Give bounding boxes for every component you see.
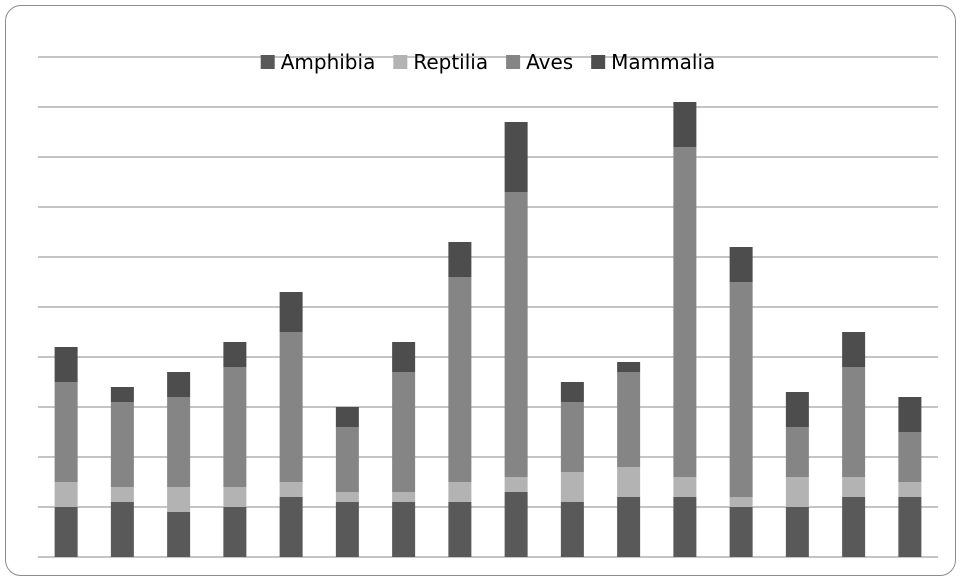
bar-segment-reptilia	[673, 477, 697, 497]
bar-segment-reptilia	[279, 482, 303, 497]
bar-segment-amphibia	[560, 502, 584, 557]
bar-segment-amphibia	[223, 507, 247, 557]
bar-segment-amphibia	[392, 502, 416, 557]
bar-segment-aves	[223, 367, 247, 487]
bar-segment-amphibia	[673, 497, 697, 557]
bar-segment-mammalia	[617, 362, 641, 372]
bar-segment-mammalia	[279, 292, 303, 332]
bar-segment-aves	[167, 397, 191, 487]
bar-segment-aves	[842, 367, 866, 477]
bar-segment-reptilia	[392, 492, 416, 502]
bar-segment-mammalia	[785, 392, 809, 427]
bar-segment-reptilia	[617, 467, 641, 497]
legend-swatch-reptilia	[393, 55, 408, 69]
bar-segment-amphibia	[729, 507, 753, 557]
bar-segment-mammalia	[110, 387, 134, 402]
bar-segment-amphibia	[617, 497, 641, 557]
bar-segment-mammalia	[898, 397, 922, 432]
bar-segment-aves	[54, 382, 78, 482]
bar-segment-reptilia	[504, 477, 528, 492]
bar-segment-aves	[335, 427, 359, 492]
bar-segment-mammalia	[448, 242, 472, 277]
bar-segment-aves	[392, 372, 416, 492]
bars	[54, 102, 922, 557]
bar-segment-reptilia	[560, 472, 584, 502]
legend-swatch-amphibia	[260, 55, 275, 69]
bar-segment-amphibia	[167, 512, 191, 557]
legend-label-mammalia: Mammalia	[611, 50, 715, 74]
bar-segment-reptilia	[335, 492, 359, 502]
bar-segment-amphibia	[335, 502, 359, 557]
bar-segment-aves	[110, 402, 134, 487]
bar-segment-amphibia	[842, 497, 866, 557]
bar-segment-mammalia	[729, 247, 753, 282]
bar-segment-aves	[617, 372, 641, 467]
bar-segment-amphibia	[448, 502, 472, 557]
bar-segment-mammalia	[392, 342, 416, 372]
bar-segment-reptilia	[167, 487, 191, 512]
bar-segment-amphibia	[279, 497, 303, 557]
legend-swatch-aves	[506, 55, 521, 69]
bar-segment-mammalia	[673, 102, 697, 147]
bar-segment-aves	[504, 192, 528, 477]
legend-label-aves: Aves	[526, 50, 573, 74]
bar-segment-reptilia	[448, 482, 472, 502]
bar-segment-mammalia	[560, 382, 584, 402]
legend: Amphibia Reptilia Aves Mammalia	[260, 50, 715, 74]
bar-segment-aves	[898, 432, 922, 482]
bar-segment-amphibia	[898, 497, 922, 557]
bar-segment-aves	[279, 332, 303, 482]
bar-segment-amphibia	[54, 507, 78, 557]
bar-segment-reptilia	[785, 477, 809, 507]
bar-segment-aves	[448, 277, 472, 482]
bar-segment-mammalia	[167, 372, 191, 397]
bar-segment-amphibia	[504, 492, 528, 557]
bar-segment-mammalia	[54, 347, 78, 382]
bar-segment-mammalia	[223, 342, 247, 367]
bar-segment-reptilia	[110, 487, 134, 502]
bar-segment-amphibia	[110, 502, 134, 557]
bar-segment-reptilia	[54, 482, 78, 507]
bar-segment-mammalia	[842, 332, 866, 367]
bar-segment-mammalia	[504, 122, 528, 192]
bar-segment-reptilia	[842, 477, 866, 497]
bar-segment-reptilia	[729, 497, 753, 507]
bar-segment-aves	[729, 282, 753, 497]
legend-label-reptilia: Reptilia	[413, 50, 488, 74]
bar-segment-reptilia	[223, 487, 247, 507]
bar-segment-mammalia	[335, 407, 359, 427]
bar-segment-aves	[560, 402, 584, 472]
legend-label-amphibia: Amphibia	[281, 50, 376, 74]
bar-segment-aves	[785, 427, 809, 477]
bar-segment-aves	[673, 147, 697, 477]
bar-segment-amphibia	[785, 507, 809, 557]
legend-swatch-mammalia	[591, 55, 606, 69]
bar-segment-reptilia	[898, 482, 922, 497]
